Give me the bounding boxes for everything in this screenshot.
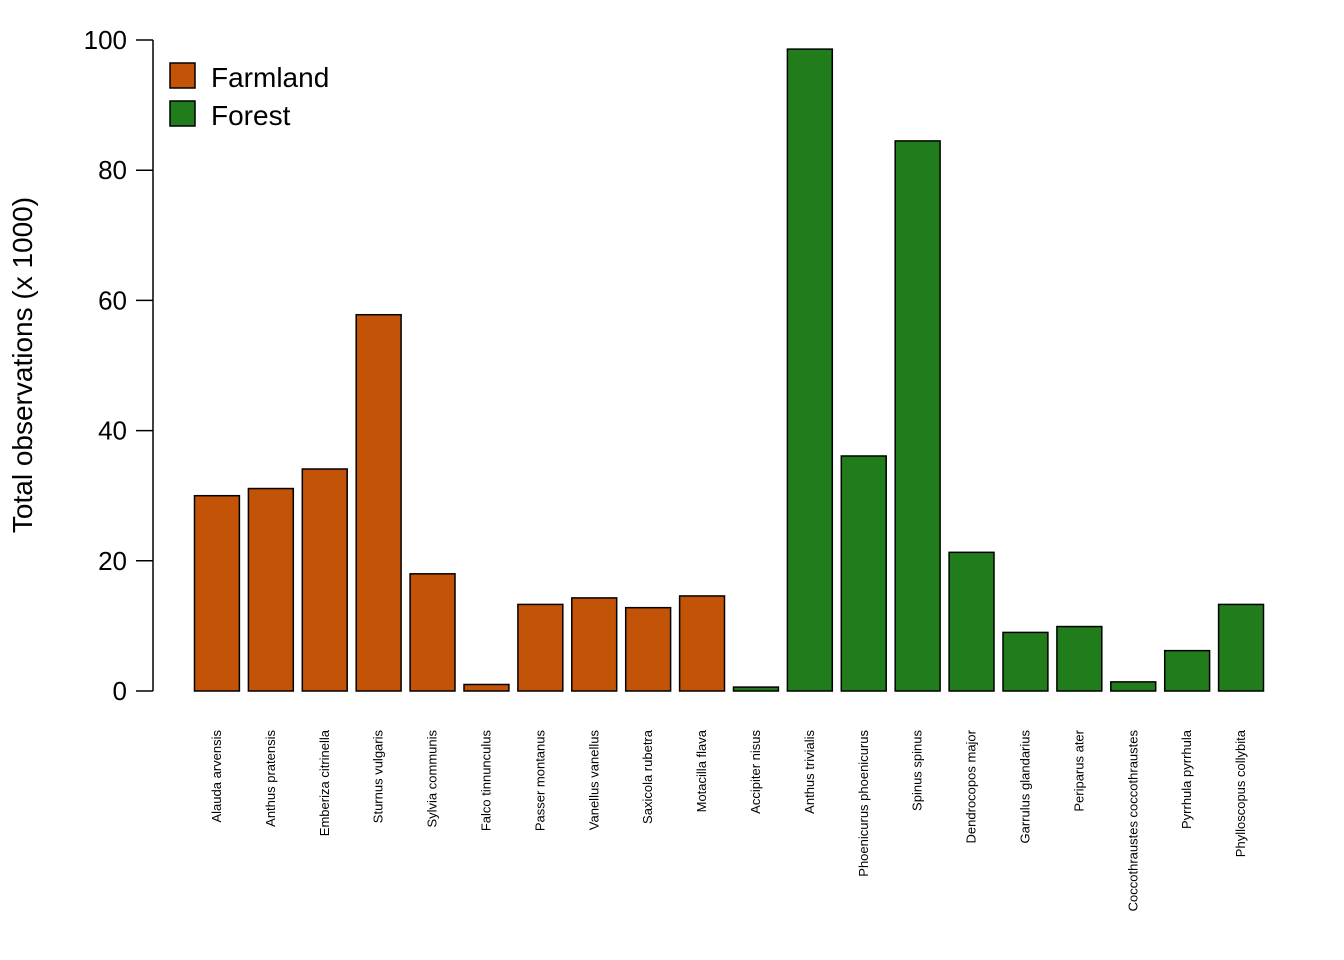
category-labels: Alauda arvensis Anthus pratensis Emberiza … <box>209 729 1248 911</box>
x-tick-label: Spinus spinus <box>910 730 925 811</box>
y-tick-label: 20 <box>98 546 127 576</box>
bar <box>732 686 780 692</box>
x-tick-label: Phoenicurus phoenicurus <box>856 730 871 877</box>
bar <box>193 494 241 692</box>
legend-label: Farmland <box>211 62 329 93</box>
x-tick-label: Saxicola rubetra <box>640 729 655 824</box>
x-tick-label: Accipiter nisus <box>748 730 763 814</box>
x-tick-label: Alauda arvensis <box>209 730 224 823</box>
x-tick-label: Sturnus vulgaris <box>371 730 386 824</box>
legend-swatch <box>169 62 196 89</box>
bar <box>624 606 672 692</box>
legend-label: Forest <box>211 100 291 131</box>
bar <box>409 573 456 692</box>
x-tick-label: Garrulus glandarius <box>1017 730 1032 844</box>
y-axis-label: Total observations (x 1000) <box>7 197 38 533</box>
x-tick-label: Sylvia communis <box>425 730 440 828</box>
bar <box>355 313 402 692</box>
x-tick-label: Periparus ater <box>1071 729 1086 811</box>
y-axis: 0 20 40 60 80 100 <box>84 25 154 706</box>
bar <box>786 48 834 692</box>
y-tick-label: 60 <box>98 285 127 315</box>
x-tick-label: Emberiza citrinella <box>317 729 332 836</box>
bar <box>894 140 941 692</box>
legend: Farmland Forest <box>169 62 329 131</box>
bar <box>1002 631 1049 692</box>
x-tick-label: Falco tinnunculus <box>478 730 493 832</box>
bar <box>301 468 348 692</box>
bar <box>571 597 618 692</box>
y-tick-label: 40 <box>98 416 127 446</box>
x-tick-label: Coccothraustes coccothraustes <box>1125 730 1140 912</box>
bar <box>678 595 726 692</box>
y-tick-label: 80 <box>98 155 127 185</box>
y-tick-label: 0 <box>113 676 127 706</box>
bar <box>840 455 887 692</box>
x-tick-label: Vanellus vanellus <box>586 730 601 831</box>
bar <box>247 487 295 692</box>
legend-swatch <box>169 100 196 127</box>
bar <box>1110 681 1157 692</box>
x-tick-label: Passer montanus <box>532 730 547 832</box>
x-tick-label: Anthus trivialis <box>802 730 817 814</box>
bars <box>193 48 1265 692</box>
x-tick-label: Anthus pratensis <box>263 730 278 827</box>
x-tick-label: Motacilla flava <box>694 729 709 812</box>
bar <box>517 603 564 692</box>
bar <box>948 551 995 692</box>
y-tick-label: 100 <box>84 25 127 55</box>
bar <box>1163 649 1211 692</box>
bar <box>1217 603 1265 692</box>
x-tick-label: Dendrocopos major <box>964 729 979 843</box>
bar <box>1056 625 1103 692</box>
x-tick-label: Pyrrhula pyrrhula <box>1179 729 1194 829</box>
bar <box>463 683 510 692</box>
x-tick-label: Phylloscopus collybita <box>1233 729 1248 857</box>
